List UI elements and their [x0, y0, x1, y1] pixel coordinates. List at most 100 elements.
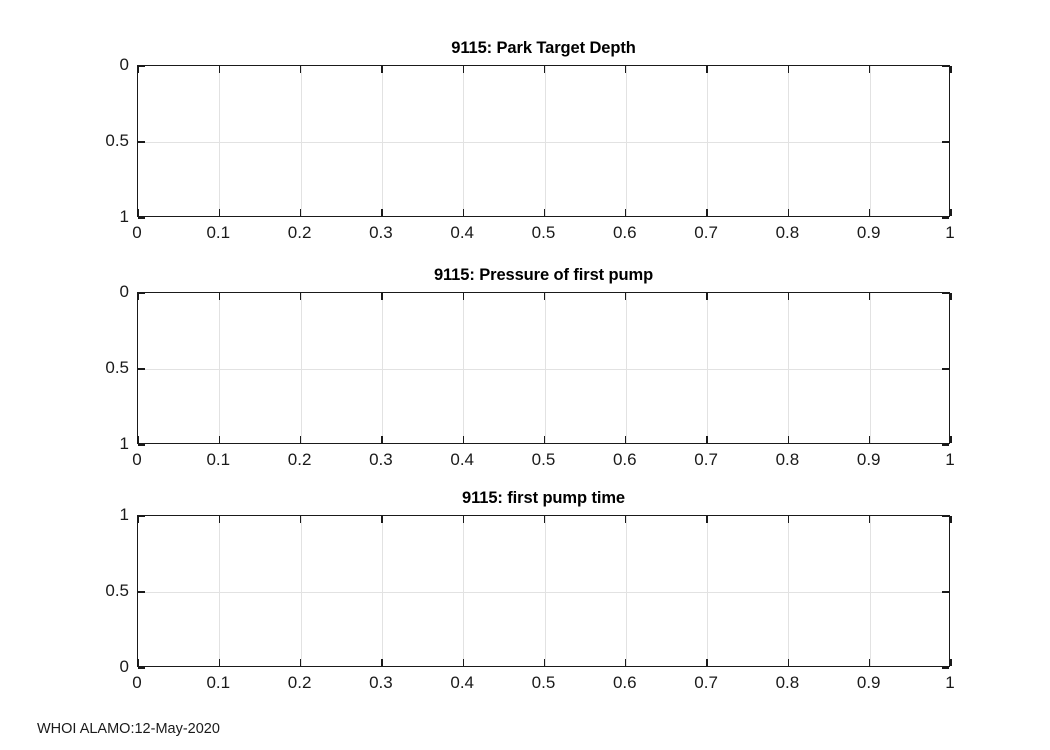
- axis-tick-x: [462, 436, 464, 443]
- axis-tick-x: [706, 209, 708, 216]
- axis-tick-x: [706, 66, 708, 73]
- x-tick-label: 0.8: [775, 450, 800, 469]
- gridline-vertical: [300, 293, 302, 443]
- y-tick-label: 1: [119, 434, 129, 453]
- x-tick-label: 0.4: [450, 673, 475, 692]
- axis-tick-x: [625, 66, 627, 73]
- gridline-vertical: [707, 66, 709, 216]
- gridline-vertical: [788, 66, 790, 216]
- x-tick-label: 0.4: [450, 450, 475, 469]
- axis-tick-y: [942, 65, 949, 67]
- axis-tick-x: [787, 516, 790, 523]
- x-tick-label: 0.7: [694, 223, 718, 242]
- axis-tick-y: [138, 591, 145, 593]
- gridline-vertical: [625, 516, 627, 666]
- axis-tick-x: [381, 436, 383, 443]
- axis-tick-y: [138, 217, 145, 219]
- axis-tick-x: [625, 516, 627, 523]
- x-tick-label: 1: [945, 223, 955, 242]
- y-tick-label: 0.5: [105, 131, 129, 150]
- axis-tick-x: [543, 209, 546, 216]
- axis-tick-x: [543, 293, 546, 300]
- x-tick-label: 0.6: [612, 223, 637, 242]
- axis-tick-x: [950, 659, 952, 666]
- axis-tick-x: [381, 293, 383, 300]
- axis-tick-x: [381, 659, 383, 666]
- axis-tick-x: [950, 66, 952, 73]
- x-tick-label: 0: [132, 223, 142, 242]
- axes-box: [137, 515, 952, 669]
- axes-box: [137, 65, 952, 219]
- x-tick-label: 0.8: [775, 673, 800, 692]
- gridline-vertical: [869, 66, 871, 216]
- axis-tick-y: [138, 515, 145, 517]
- axis-tick-y: [942, 667, 949, 669]
- gridline-vertical: [381, 293, 383, 443]
- axis-tick-x: [950, 516, 952, 523]
- gridline-vertical: [869, 293, 871, 443]
- axis-tick-x: [950, 209, 952, 216]
- panel-title: 9115: Pressure of first pump: [433, 266, 654, 284]
- gridline-vertical: [463, 66, 465, 216]
- figure-footer: WHOI ALAMO:12-May-2020: [37, 721, 220, 737]
- axis-tick-x: [869, 293, 871, 300]
- axis-tick-x: [706, 293, 708, 300]
- subplot-pressure-of-first-pump: 9115: Pressure of first pump: [137, 266, 952, 446]
- x-tick-label: 1: [945, 673, 955, 692]
- x-tick-label: 0.5: [531, 673, 556, 692]
- x-tick-label: 0.7: [694, 450, 718, 469]
- axis-tick-x: [462, 659, 464, 666]
- x-tick-label: 0.1: [206, 673, 231, 692]
- axis-tick-x: [625, 209, 627, 216]
- x-tick-label: 0.9: [856, 223, 881, 242]
- axis-tick-x: [787, 293, 790, 300]
- axis-tick-x: [950, 293, 952, 300]
- axis-tick-x: [462, 293, 464, 300]
- gridline-horizontal: [138, 369, 949, 370]
- x-tick-label: 0.1: [206, 450, 231, 469]
- axis-tick-x: [299, 659, 302, 666]
- axis-tick-x: [218, 659, 220, 666]
- panel-title: 9115: first pump time: [462, 489, 625, 507]
- gridline-vertical: [788, 516, 790, 666]
- y-tick-label: 0.5: [105, 581, 129, 600]
- x-tick-label: 0.7: [694, 673, 718, 692]
- gridline-vertical: [300, 66, 302, 216]
- axis-tick-y: [942, 444, 949, 446]
- axis-tick-x: [787, 659, 790, 666]
- gridline-vertical: [219, 66, 221, 216]
- y-tick-label: 0: [119, 55, 129, 74]
- x-tick-label: 0.9: [856, 450, 881, 469]
- gridline-vertical: [625, 66, 627, 216]
- x-tick-label: 0.2: [287, 223, 312, 242]
- x-tick-label: 0.4: [450, 223, 475, 242]
- gridline-horizontal: [138, 142, 949, 143]
- axis-tick-x: [462, 66, 464, 73]
- axis-tick-x: [625, 659, 627, 666]
- gridline-vertical: [381, 516, 383, 666]
- axis-tick-y: [942, 591, 949, 593]
- axes-box: [137, 292, 952, 446]
- axis-tick-x: [869, 209, 871, 216]
- x-tick-label: 0.1: [206, 223, 231, 242]
- gridline-horizontal: [138, 592, 949, 593]
- gridline-vertical: [707, 293, 709, 443]
- axis-tick-x: [787, 209, 790, 216]
- gridline-vertical: [463, 516, 465, 666]
- y-tick-label: 0.5: [105, 358, 129, 377]
- gridline-vertical: [788, 293, 790, 443]
- x-tick-label: 0.9: [856, 673, 881, 692]
- axis-tick-x: [137, 516, 139, 523]
- gridline-vertical: [707, 516, 709, 666]
- y-tick-label: 0: [119, 657, 129, 676]
- axis-tick-y: [942, 141, 949, 143]
- x-tick-label: 0.8: [775, 223, 800, 242]
- axis-tick-x: [299, 436, 302, 443]
- axis-tick-y: [138, 65, 145, 67]
- axis-tick-x: [218, 66, 220, 73]
- gridline-vertical: [544, 66, 546, 216]
- axis-tick-x: [299, 66, 302, 73]
- x-tick-label: 0.6: [612, 450, 637, 469]
- y-tick-label: 1: [119, 505, 129, 524]
- panel-title: 9115: Park Target Depth: [451, 39, 636, 57]
